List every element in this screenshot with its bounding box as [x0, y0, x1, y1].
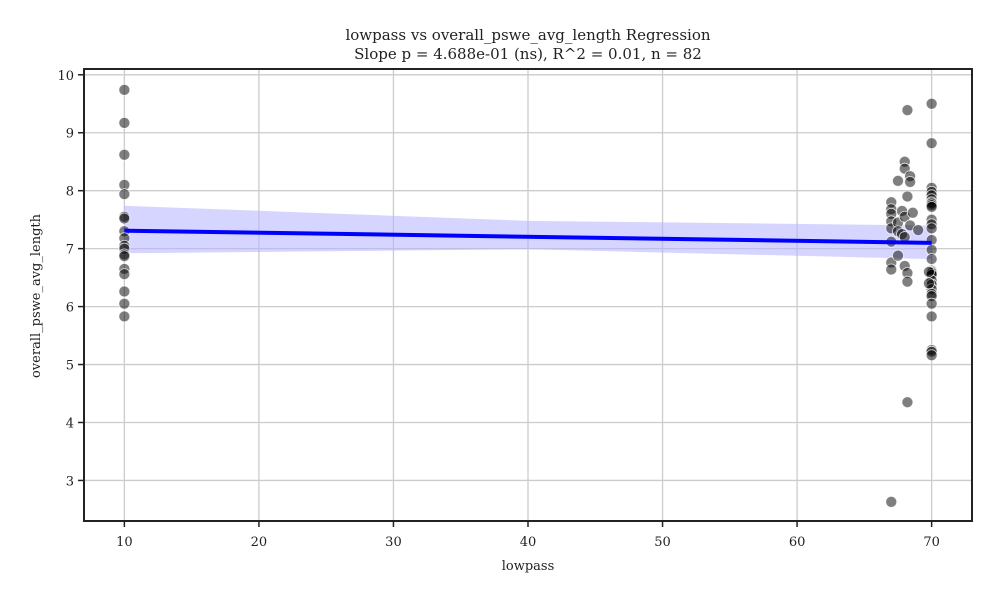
scatter-point	[118, 310, 131, 323]
y-tick-label: 3	[66, 474, 74, 489]
confidence-band-layer	[124, 205, 932, 260]
scatter-point	[885, 495, 898, 508]
x-tick-label: 20	[251, 535, 268, 550]
scatter-point	[118, 116, 131, 129]
y-tick-label: 10	[57, 69, 74, 84]
scatter-points-layer	[118, 83, 938, 508]
scatter-point	[925, 201, 938, 213]
regression-line	[124, 228, 932, 245]
x-tick-label: 30	[385, 535, 402, 550]
scatter-point	[923, 265, 935, 278]
ticks-layer: 10 20 30 40 50 60 70 3 4 5 6 7 8 9 10	[57, 69, 939, 550]
scatter-point	[925, 253, 938, 265]
scatter-point	[904, 176, 917, 188]
regression-line-layer	[124, 228, 932, 245]
scatter-point	[912, 224, 925, 236]
grid-layer	[84, 69, 972, 521]
scatter-point	[118, 212, 131, 225]
scatter-point	[925, 310, 938, 323]
scatter-point	[925, 297, 938, 310]
y-tick-label: 6	[66, 301, 74, 316]
scatter-point	[118, 83, 131, 96]
chart-title: lowpass vs overall_pswe_avg_length Regre…	[345, 26, 710, 44]
scatter-point	[118, 297, 131, 310]
y-tick-label: 7	[66, 243, 74, 258]
scatter-point	[906, 206, 919, 219]
y-axis-label: overall_pswe_avg_length	[29, 213, 44, 378]
x-tick-label: 50	[654, 535, 671, 550]
y-tick-label: 8	[66, 185, 74, 200]
y-tick-label: 4	[66, 416, 74, 431]
scatter-point	[901, 396, 914, 409]
scatter-point	[118, 188, 131, 201]
scatter-point	[925, 97, 938, 110]
x-tick-label: 60	[789, 535, 806, 550]
confidence-band	[124, 205, 932, 260]
y-tick-label: 9	[66, 127, 74, 142]
x-tick-label: 40	[520, 535, 537, 550]
scatter-point	[925, 222, 938, 235]
x-tick-label: 10	[116, 535, 133, 550]
scatter-point	[892, 174, 904, 187]
scatter-point	[885, 263, 898, 276]
x-axis-label: lowpass	[502, 559, 555, 574]
scatter-point	[118, 268, 131, 281]
scatter-point	[118, 148, 131, 161]
scatter-point	[118, 285, 131, 298]
scatter-point	[923, 277, 935, 290]
x-tick-label: 70	[923, 535, 940, 550]
scatter-point	[901, 275, 914, 288]
scatter-point	[892, 249, 904, 262]
y-tick-label: 5	[66, 359, 74, 374]
scatter-point	[901, 190, 914, 203]
scatter-point	[901, 104, 914, 117]
scatter-point	[118, 250, 131, 263]
scatter-point	[925, 137, 938, 150]
chart-subtitle: Slope p = 4.688e-01 (ns), R^2 = 0.01, n …	[354, 45, 702, 63]
scatter-point	[925, 349, 938, 362]
